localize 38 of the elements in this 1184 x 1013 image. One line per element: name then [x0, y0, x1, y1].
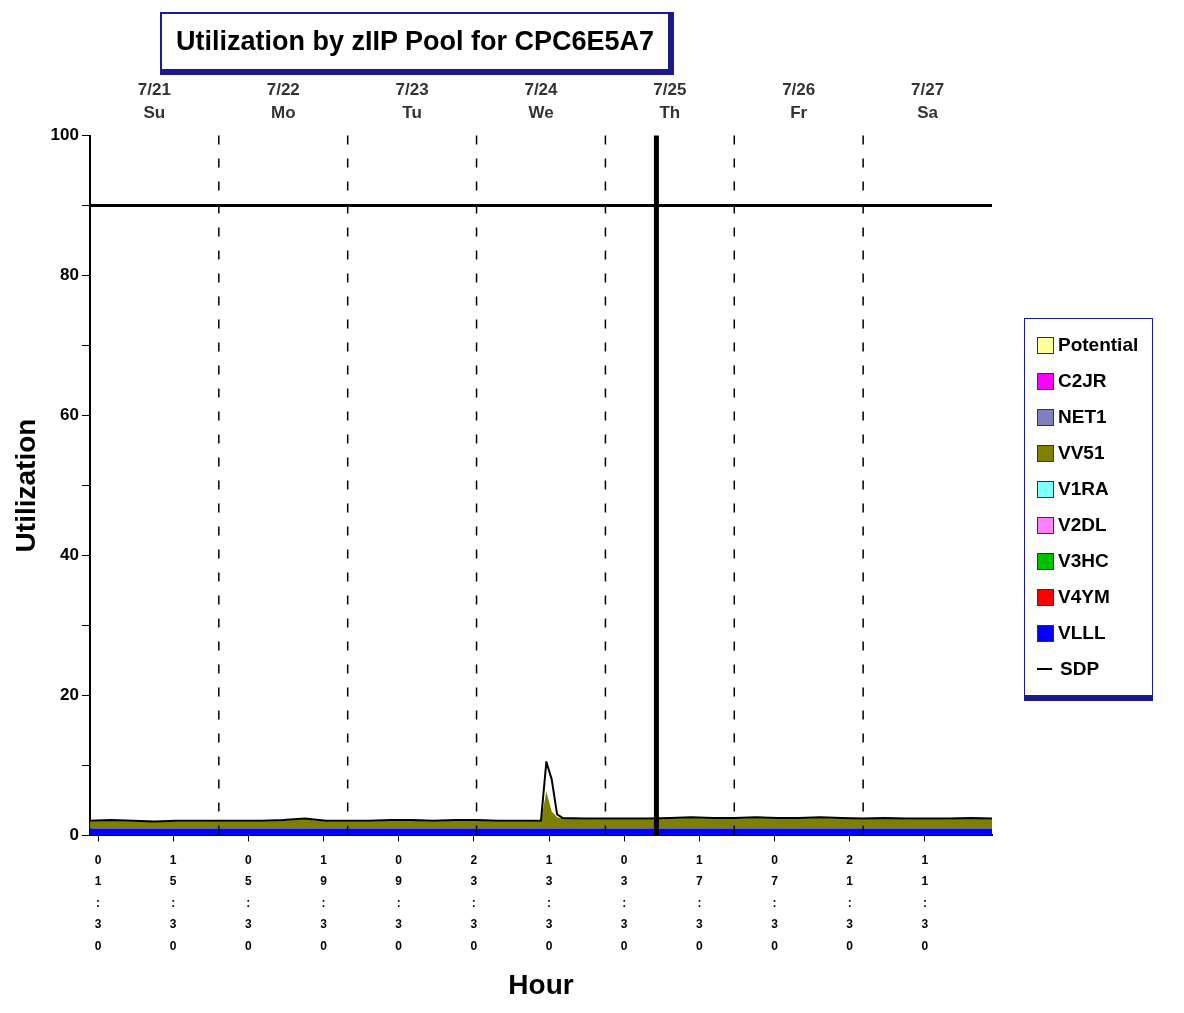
- legend-label: V3HC: [1058, 550, 1109, 572]
- y-axis-title: Utilization: [9, 418, 41, 553]
- x-tick-label: 23:30: [470, 852, 478, 953]
- x2-tick-label: 7/22 Mo: [266, 79, 300, 123]
- legend-label: SDP: [1060, 658, 1100, 680]
- legend-label: Potential: [1058, 334, 1139, 356]
- x2-tick-label: 7/27 Sa: [911, 79, 945, 123]
- x-tick-label: 01:30: [94, 852, 102, 953]
- y-tick-label: 100: [50, 125, 79, 145]
- chart-title: Utilization by zIIP Pool for CPC6E5A7: [160, 12, 675, 75]
- x-tick-label: 21:30: [846, 852, 854, 953]
- legend-label: C2JR: [1058, 370, 1107, 392]
- legend-label: V4YM: [1058, 586, 1110, 608]
- y-tick-label: 0: [69, 825, 79, 845]
- x-tick-label: 19:30: [320, 852, 328, 953]
- x-tick-label: 13:30: [545, 852, 553, 953]
- x-tick-label: 11:30: [921, 852, 929, 953]
- legend-label: V2DL: [1058, 514, 1107, 536]
- x2-tick-label: 7/25 Th: [653, 79, 687, 123]
- y-tick-label: 20: [60, 685, 79, 705]
- x-tick-label: 09:30: [395, 852, 403, 953]
- x-axis-title: Hour: [508, 968, 574, 1000]
- x2-tick-label: 7/21 Su: [137, 79, 171, 123]
- y-tick-label: 40: [60, 545, 79, 565]
- legend-label: V1RA: [1058, 478, 1109, 500]
- y-tick-label: 60: [60, 405, 79, 425]
- x2-tick-label: 7/24 We: [524, 79, 559, 123]
- x-tick-label: 17:30: [696, 852, 704, 953]
- x2-tick-label: 7/26 Fr: [782, 79, 816, 123]
- legend-label: VV51: [1058, 442, 1105, 464]
- x-tick-label: 15:30: [169, 852, 177, 953]
- legend-label: NET1: [1058, 406, 1107, 428]
- x-tick-label: 03:30: [620, 852, 628, 953]
- x2-tick-label: 7/23 Tu: [395, 79, 429, 123]
- x-tick-label: 07:30: [771, 852, 779, 953]
- x-tick-label: 05:30: [245, 852, 253, 953]
- legend-label: VLLL: [1058, 622, 1106, 644]
- y-tick-label: 80: [60, 265, 79, 285]
